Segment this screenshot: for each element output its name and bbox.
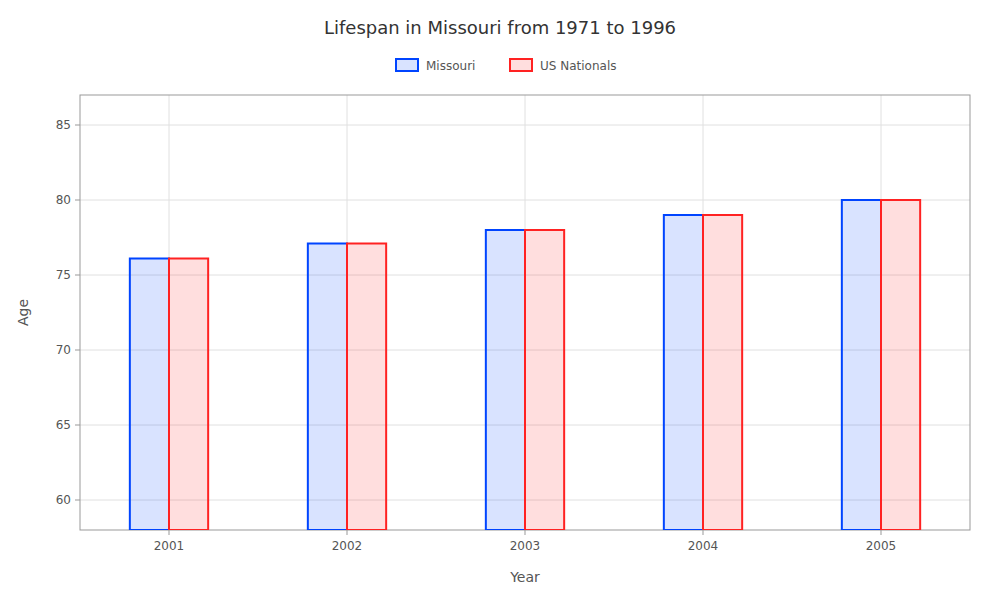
y-tick bbox=[75, 500, 80, 501]
bar bbox=[881, 200, 920, 530]
bars bbox=[130, 200, 920, 530]
y-tick-label: 60 bbox=[56, 493, 71, 507]
x-tick bbox=[347, 530, 348, 535]
y-tick bbox=[75, 125, 80, 126]
x-tick-label: 2005 bbox=[866, 539, 897, 553]
legend-swatch bbox=[396, 59, 418, 71]
bar bbox=[703, 215, 742, 530]
bar bbox=[486, 230, 525, 530]
y-tick-label: 70 bbox=[56, 343, 71, 357]
bar bbox=[525, 230, 564, 530]
x-tick-label: 2004 bbox=[688, 539, 719, 553]
y-tick bbox=[75, 350, 80, 351]
bar bbox=[347, 244, 386, 531]
legend-label: US Nationals bbox=[540, 59, 616, 73]
x-tick-label: 2002 bbox=[332, 539, 363, 553]
x-tick-label: 2001 bbox=[154, 539, 185, 553]
legend-swatch bbox=[510, 59, 532, 71]
y-tick-label: 85 bbox=[56, 118, 71, 132]
legend: Missouri US Nationals bbox=[396, 59, 616, 73]
x-tick-label: 2003 bbox=[510, 539, 541, 553]
chart-container: 60 65 70 75 80 85 2001 2002 2003 2004 2005 Lifespan… bbox=[0, 0, 1000, 600]
bar bbox=[842, 200, 881, 530]
y-axis: 60 65 70 75 80 85 bbox=[56, 118, 80, 507]
plot-frame bbox=[80, 95, 970, 530]
x-tick bbox=[881, 530, 882, 535]
y-axis-label: Age bbox=[15, 299, 31, 326]
y-tick bbox=[75, 425, 80, 426]
y-tick bbox=[75, 275, 80, 276]
legend-label: Missouri bbox=[426, 59, 475, 73]
x-axis-label: Year bbox=[509, 569, 540, 585]
bar bbox=[664, 215, 703, 530]
x-tick bbox=[525, 530, 526, 535]
bar bbox=[308, 244, 347, 531]
x-axis: 2001 2002 2003 2004 2005 bbox=[154, 530, 897, 553]
bar bbox=[169, 259, 208, 531]
y-tick bbox=[75, 200, 80, 201]
bar bbox=[130, 259, 169, 531]
chart-svg: 60 65 70 75 80 85 2001 2002 2003 2004 2005 Lifespan… bbox=[0, 0, 1000, 600]
x-tick bbox=[703, 530, 704, 535]
y-tick-label: 75 bbox=[56, 268, 71, 282]
y-tick-label: 65 bbox=[56, 418, 71, 432]
y-tick-label: 80 bbox=[56, 193, 71, 207]
x-tick bbox=[169, 530, 170, 535]
title: Lifespan in Missouri from 1971 to 1996 bbox=[324, 17, 676, 38]
grid bbox=[80, 95, 970, 530]
